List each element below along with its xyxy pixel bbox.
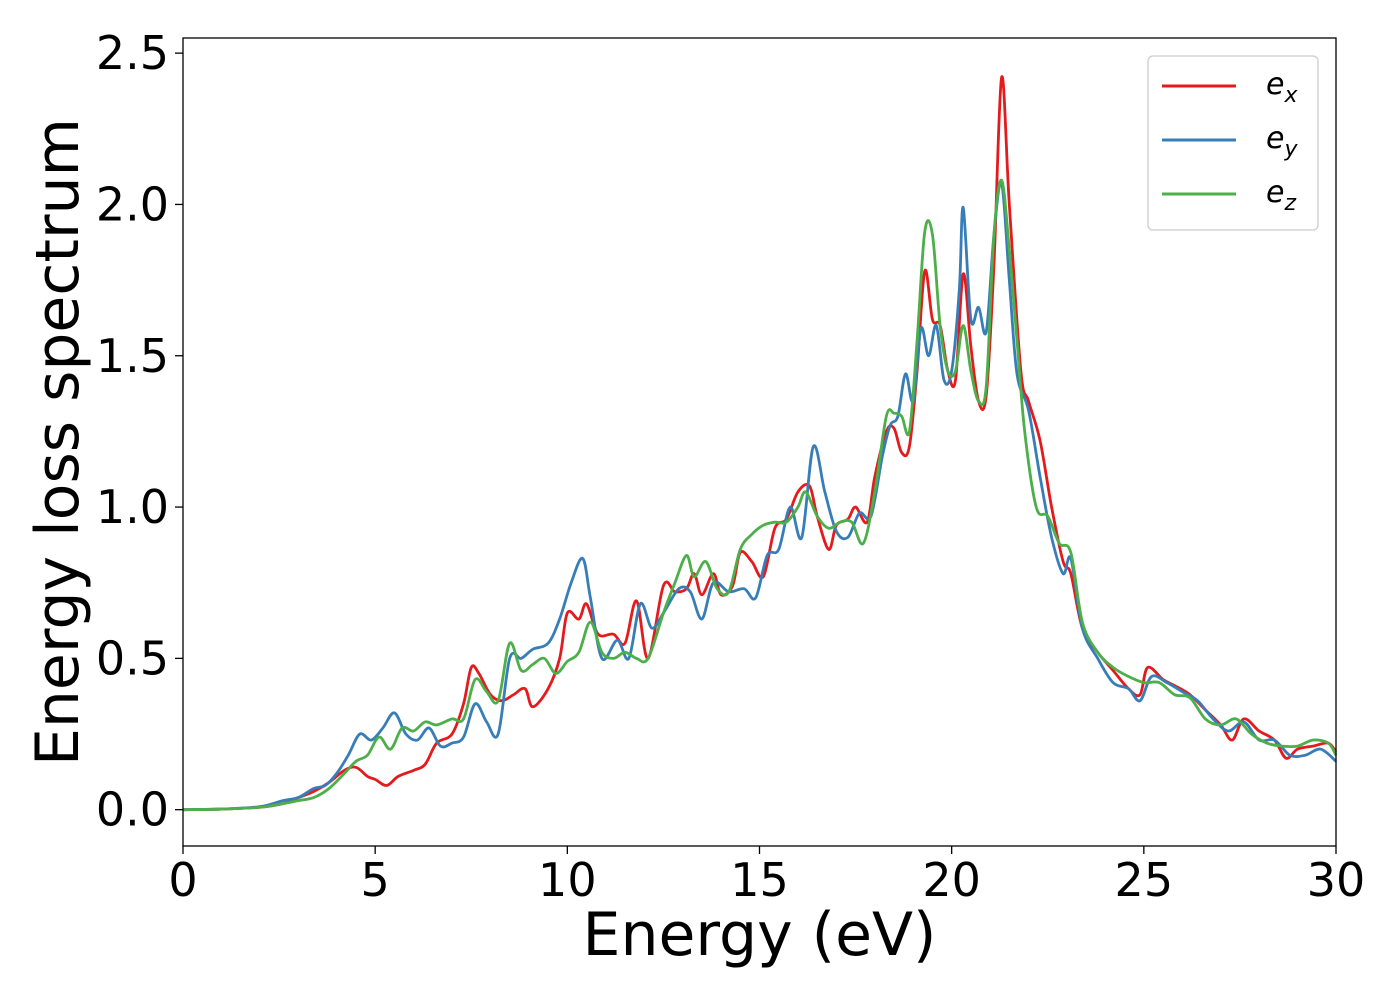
- y-tick-label: 1.5: [96, 329, 169, 383]
- series-line-z: [182, 178, 1338, 812]
- legend-label-y: ey: [1266, 121, 1298, 162]
- y-axis-ticks: 0.0 0.5 1.0 1.5 2.0 2.5: [96, 26, 183, 837]
- series-line-y: [182, 180, 1337, 812]
- x-tick-label: 15: [730, 853, 789, 907]
- y-tick-label: 2.0: [96, 177, 169, 231]
- x-tick-label: 30: [1307, 853, 1366, 907]
- legend: ex ey ez: [1147, 55, 1319, 231]
- x-axis-ticks: 0 5 10 15 20 25 30: [168, 846, 1365, 907]
- y-axis-title: Energy loss spectrum: [23, 118, 93, 766]
- x-tick-label: 0: [168, 853, 197, 907]
- series-line-x: [182, 75, 1338, 812]
- legend-box: [1147, 55, 1319, 231]
- x-tick-label: 20: [922, 853, 981, 907]
- series-layer: [182, 75, 1338, 812]
- legend-label-z: ez: [1266, 175, 1296, 216]
- x-tick-label: 10: [538, 853, 597, 907]
- y-tick-label: 1.0: [96, 480, 169, 534]
- y-tick-label: 2.5: [96, 26, 169, 80]
- y-tick-label: 0.0: [96, 783, 169, 837]
- x-tick-label: 25: [1115, 853, 1174, 907]
- x-axis-title: Energy (eV): [583, 900, 937, 970]
- x-tick-label: 5: [361, 853, 390, 907]
- legend-label-x: ex: [1266, 67, 1298, 108]
- y-tick-label: 0.5: [96, 631, 169, 685]
